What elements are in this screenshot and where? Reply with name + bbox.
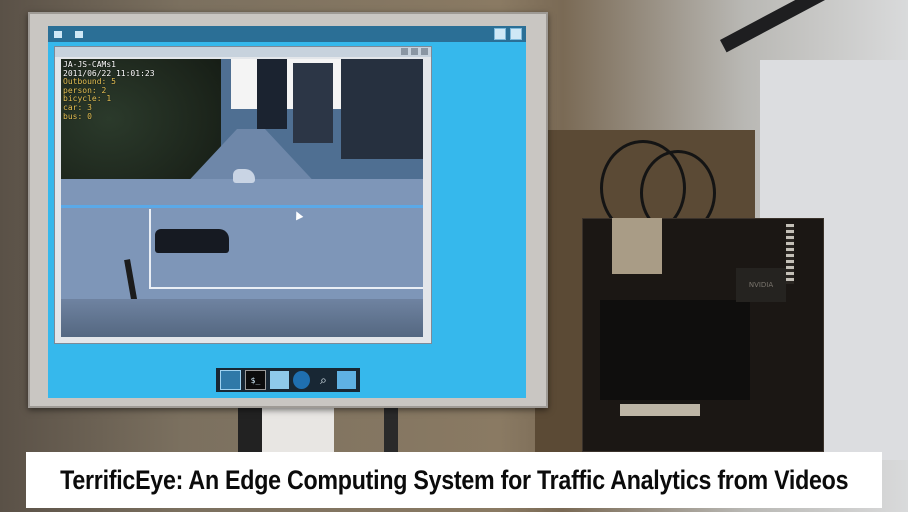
car xyxy=(155,229,229,253)
caption-banner: TerrificEye: An Edge Computing System fo… xyxy=(26,452,882,508)
count-car: car: 3 xyxy=(63,102,92,112)
detection-line xyxy=(61,205,423,208)
building xyxy=(293,63,333,143)
folder-icon[interactable] xyxy=(337,371,356,389)
video-frame: JA-JS-CAMs1 2011/06/22 11:01:23 Outbound… xyxy=(61,59,423,337)
taskbar-tab[interactable] xyxy=(75,30,86,38)
window-controls xyxy=(401,48,428,55)
tray-icon[interactable] xyxy=(510,28,522,40)
sd-card xyxy=(612,218,662,274)
taskbar-tab[interactable] xyxy=(54,30,65,38)
close-icon[interactable] xyxy=(421,48,428,55)
sky xyxy=(231,59,351,109)
dock: $_ ⌕ xyxy=(216,368,360,392)
gpu-module-label: NVIDIA xyxy=(736,268,786,302)
tray-icon[interactable] xyxy=(494,28,506,40)
terminal-icon[interactable]: $_ xyxy=(244,370,266,390)
count-bus: bus: 0 xyxy=(63,111,92,121)
gpio-pins xyxy=(786,224,794,284)
desktop-screen: JA-JS-CAMs1 2011/06/22 11:01:23 Outbound… xyxy=(48,26,526,398)
video-window: JA-JS-CAMs1 2011/06/22 11:01:23 Outbound… xyxy=(54,46,432,344)
system-tray xyxy=(494,28,522,40)
file-manager-icon[interactable] xyxy=(269,371,289,389)
cable-connector xyxy=(384,404,398,452)
count-outbound: Outbound: 5 xyxy=(63,77,116,87)
car xyxy=(233,169,255,183)
building xyxy=(341,59,423,159)
count-bicycle: bicycle: 1 xyxy=(63,94,112,104)
road-marking xyxy=(149,209,423,289)
heatsink xyxy=(600,300,750,400)
search-icon[interactable]: ⌕ xyxy=(320,372,327,387)
vehicle-hood xyxy=(61,299,423,337)
minimize-icon[interactable] xyxy=(401,48,408,55)
maximize-icon[interactable] xyxy=(411,48,418,55)
board-port xyxy=(620,404,700,416)
browser-icon[interactable] xyxy=(292,371,311,389)
building xyxy=(257,59,287,129)
timestamp: 2011/06/22 11:01:23 xyxy=(63,68,155,78)
count-person: person: 2 xyxy=(63,85,107,95)
desktop-icon[interactable] xyxy=(220,370,241,390)
monitor: JA-JS-CAMs1 2011/06/22 11:01:23 Outbound… xyxy=(28,12,548,408)
top-taskbar xyxy=(48,26,526,42)
caption-title: TerrificEye: An Edge Computing System fo… xyxy=(59,464,849,495)
window-titlebar[interactable] xyxy=(55,47,431,57)
camera-id: JA-JS-CAMs1 xyxy=(63,60,116,69)
detection-overlay: JA-JS-CAMs1 2011/06/22 11:01:23 Outbound… xyxy=(63,60,155,121)
